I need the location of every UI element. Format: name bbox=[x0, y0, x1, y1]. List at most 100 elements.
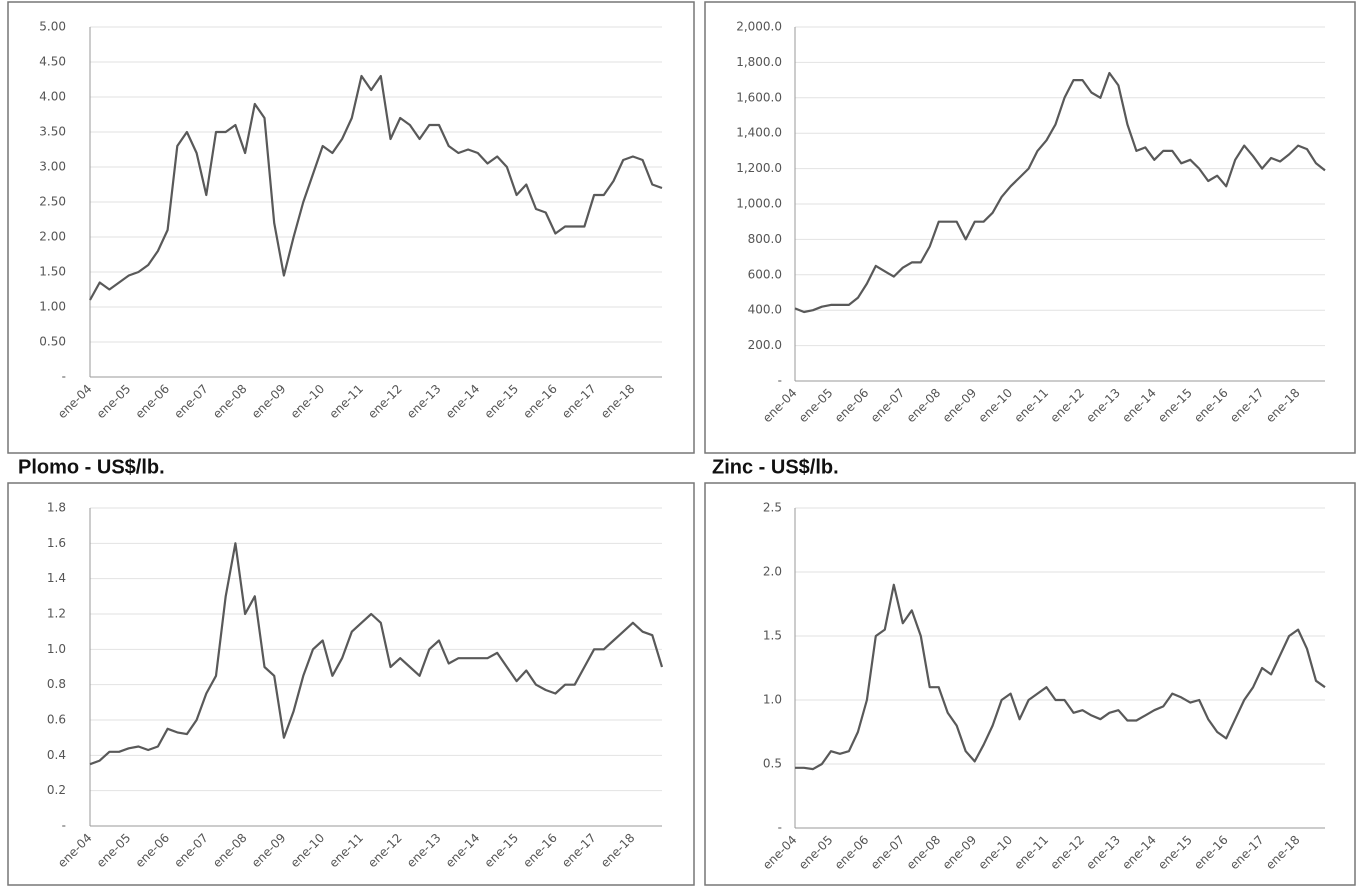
chart-title: Plomo - US$/lb. bbox=[18, 456, 165, 478]
x-tick-label: ene-15 bbox=[482, 382, 522, 422]
y-tick-label: 2,000.0 bbox=[736, 20, 782, 34]
x-tick-label: ene-15 bbox=[1155, 386, 1195, 426]
y-tick-label: 3.00 bbox=[39, 160, 66, 174]
y-tick-label: 1.4 bbox=[47, 571, 66, 585]
y-tick-label: 1.2 bbox=[47, 607, 66, 621]
x-tick-label: ene-08 bbox=[210, 382, 250, 422]
x-tick-label: ene-09 bbox=[249, 831, 289, 871]
x-tick-label: ene-14 bbox=[1119, 833, 1159, 873]
x-tick-label: ene-08 bbox=[210, 831, 250, 871]
x-tick-label: ene-05 bbox=[94, 382, 134, 422]
x-tick-label: ene-06 bbox=[133, 382, 173, 422]
x-tick-label: ene-18 bbox=[598, 382, 638, 422]
x-tick-label: ene-05 bbox=[796, 386, 836, 426]
x-tick-label: ene-07 bbox=[868, 386, 908, 426]
x-tick-label: ene-16 bbox=[520, 382, 560, 422]
x-tick-label: ene-11 bbox=[1012, 386, 1052, 426]
y-tick-label: 3.50 bbox=[39, 125, 66, 139]
y-tick-label: 1.0 bbox=[47, 642, 66, 656]
y-tick-label: 0.5 bbox=[763, 757, 782, 771]
y-tick-label: 2.50 bbox=[39, 195, 66, 209]
x-tick-label: ene-04 bbox=[760, 833, 800, 873]
x-tick-label: ene-14 bbox=[443, 382, 483, 422]
y-tick-label: 0.8 bbox=[47, 677, 66, 691]
x-tick-label: ene-07 bbox=[868, 833, 908, 873]
x-tick-label: ene-17 bbox=[559, 382, 599, 422]
x-tick-label: ene-09 bbox=[249, 382, 289, 422]
y-tick-label: - bbox=[778, 374, 782, 388]
x-tick-label: ene-13 bbox=[1083, 386, 1123, 426]
y-tick-label: 5.00 bbox=[39, 20, 66, 34]
y-tick-label: 200.0 bbox=[748, 338, 782, 352]
y-tick-label: 1,600.0 bbox=[736, 90, 782, 104]
data-line bbox=[795, 583, 1326, 771]
x-tick-label: ene-18 bbox=[1263, 833, 1303, 873]
y-tick-label: 0.4 bbox=[47, 748, 66, 762]
x-tick-label: ene-12 bbox=[1047, 833, 1087, 873]
x-tick-label: ene-13 bbox=[404, 382, 444, 422]
y-tick-label: 1.0 bbox=[763, 693, 782, 707]
y-tick-label: 1,400.0 bbox=[736, 126, 782, 140]
panel-border bbox=[704, 482, 1356, 886]
data-line bbox=[89, 74, 663, 301]
x-tick-label: ene-16 bbox=[1191, 386, 1231, 426]
y-tick-label: 1,800.0 bbox=[736, 55, 782, 69]
y-tick-label: 4.50 bbox=[39, 55, 66, 69]
y-tick-label: 800.0 bbox=[748, 232, 782, 246]
x-tick-label: ene-12 bbox=[365, 831, 405, 871]
x-tick-label: ene-13 bbox=[1083, 833, 1123, 873]
x-tick-label: ene-12 bbox=[1047, 386, 1087, 426]
data-line bbox=[794, 71, 1326, 314]
x-tick-label: ene-09 bbox=[940, 386, 980, 426]
x-tick-label: ene-17 bbox=[1227, 833, 1267, 873]
y-tick-label: 2.00 bbox=[39, 230, 66, 244]
x-tick-label: ene-08 bbox=[904, 833, 944, 873]
y-tick-label: - bbox=[778, 821, 782, 835]
y-tick-label: - bbox=[62, 819, 66, 833]
y-tick-label: 600.0 bbox=[748, 267, 782, 281]
y-tick-label: 1.50 bbox=[39, 265, 66, 279]
x-tick-label: ene-04 bbox=[55, 831, 95, 871]
x-tick-label: ene-06 bbox=[832, 833, 872, 873]
x-tick-label: ene-17 bbox=[1227, 386, 1267, 426]
y-tick-label: 0.6 bbox=[47, 713, 66, 727]
x-tick-label: ene-07 bbox=[171, 382, 211, 422]
y-tick-label: 0.2 bbox=[47, 783, 66, 797]
panel-border bbox=[704, 1, 1356, 454]
x-tick-label: ene-10 bbox=[976, 833, 1016, 873]
y-tick-label: 400.0 bbox=[748, 303, 782, 317]
x-tick-label: ene-04 bbox=[760, 386, 800, 426]
x-tick-label: ene-12 bbox=[365, 382, 405, 422]
y-tick-label: 1.5 bbox=[763, 629, 782, 643]
y-tick-label: 1.6 bbox=[47, 536, 66, 550]
y-tick-label: 1.8 bbox=[47, 501, 66, 515]
x-tick-label: ene-06 bbox=[133, 831, 173, 871]
x-tick-label: ene-11 bbox=[326, 382, 366, 422]
x-tick-label: ene-14 bbox=[443, 831, 483, 871]
y-tick-label: 2.0 bbox=[763, 565, 782, 579]
y-tick-label: 2.5 bbox=[763, 501, 782, 515]
x-tick-label: ene-18 bbox=[598, 831, 638, 871]
x-tick-label: ene-16 bbox=[1191, 833, 1231, 873]
x-tick-label: ene-18 bbox=[1263, 386, 1303, 426]
y-tick-label: 4.00 bbox=[39, 90, 66, 104]
y-tick-label: 1,200.0 bbox=[736, 161, 782, 175]
x-tick-label: ene-06 bbox=[832, 386, 872, 426]
panel-border bbox=[7, 1, 695, 454]
x-tick-label: ene-09 bbox=[940, 833, 980, 873]
y-tick-label: - bbox=[62, 370, 66, 384]
x-tick-label: ene-15 bbox=[1155, 833, 1195, 873]
x-tick-label: ene-05 bbox=[796, 833, 836, 873]
x-tick-label: ene-04 bbox=[55, 382, 95, 422]
x-tick-label: ene-17 bbox=[559, 831, 599, 871]
x-tick-label: ene-05 bbox=[94, 831, 134, 871]
x-tick-label: ene-10 bbox=[976, 386, 1016, 426]
data-line bbox=[89, 542, 664, 766]
chart-title: Zinc - US$/lb. bbox=[712, 456, 839, 478]
x-tick-label: ene-07 bbox=[171, 831, 211, 871]
x-tick-label: ene-15 bbox=[482, 831, 522, 871]
y-tick-label: 0.50 bbox=[39, 335, 66, 349]
x-tick-label: ene-13 bbox=[404, 831, 444, 871]
x-tick-label: ene-08 bbox=[904, 386, 944, 426]
x-tick-label: ene-11 bbox=[1012, 833, 1052, 873]
